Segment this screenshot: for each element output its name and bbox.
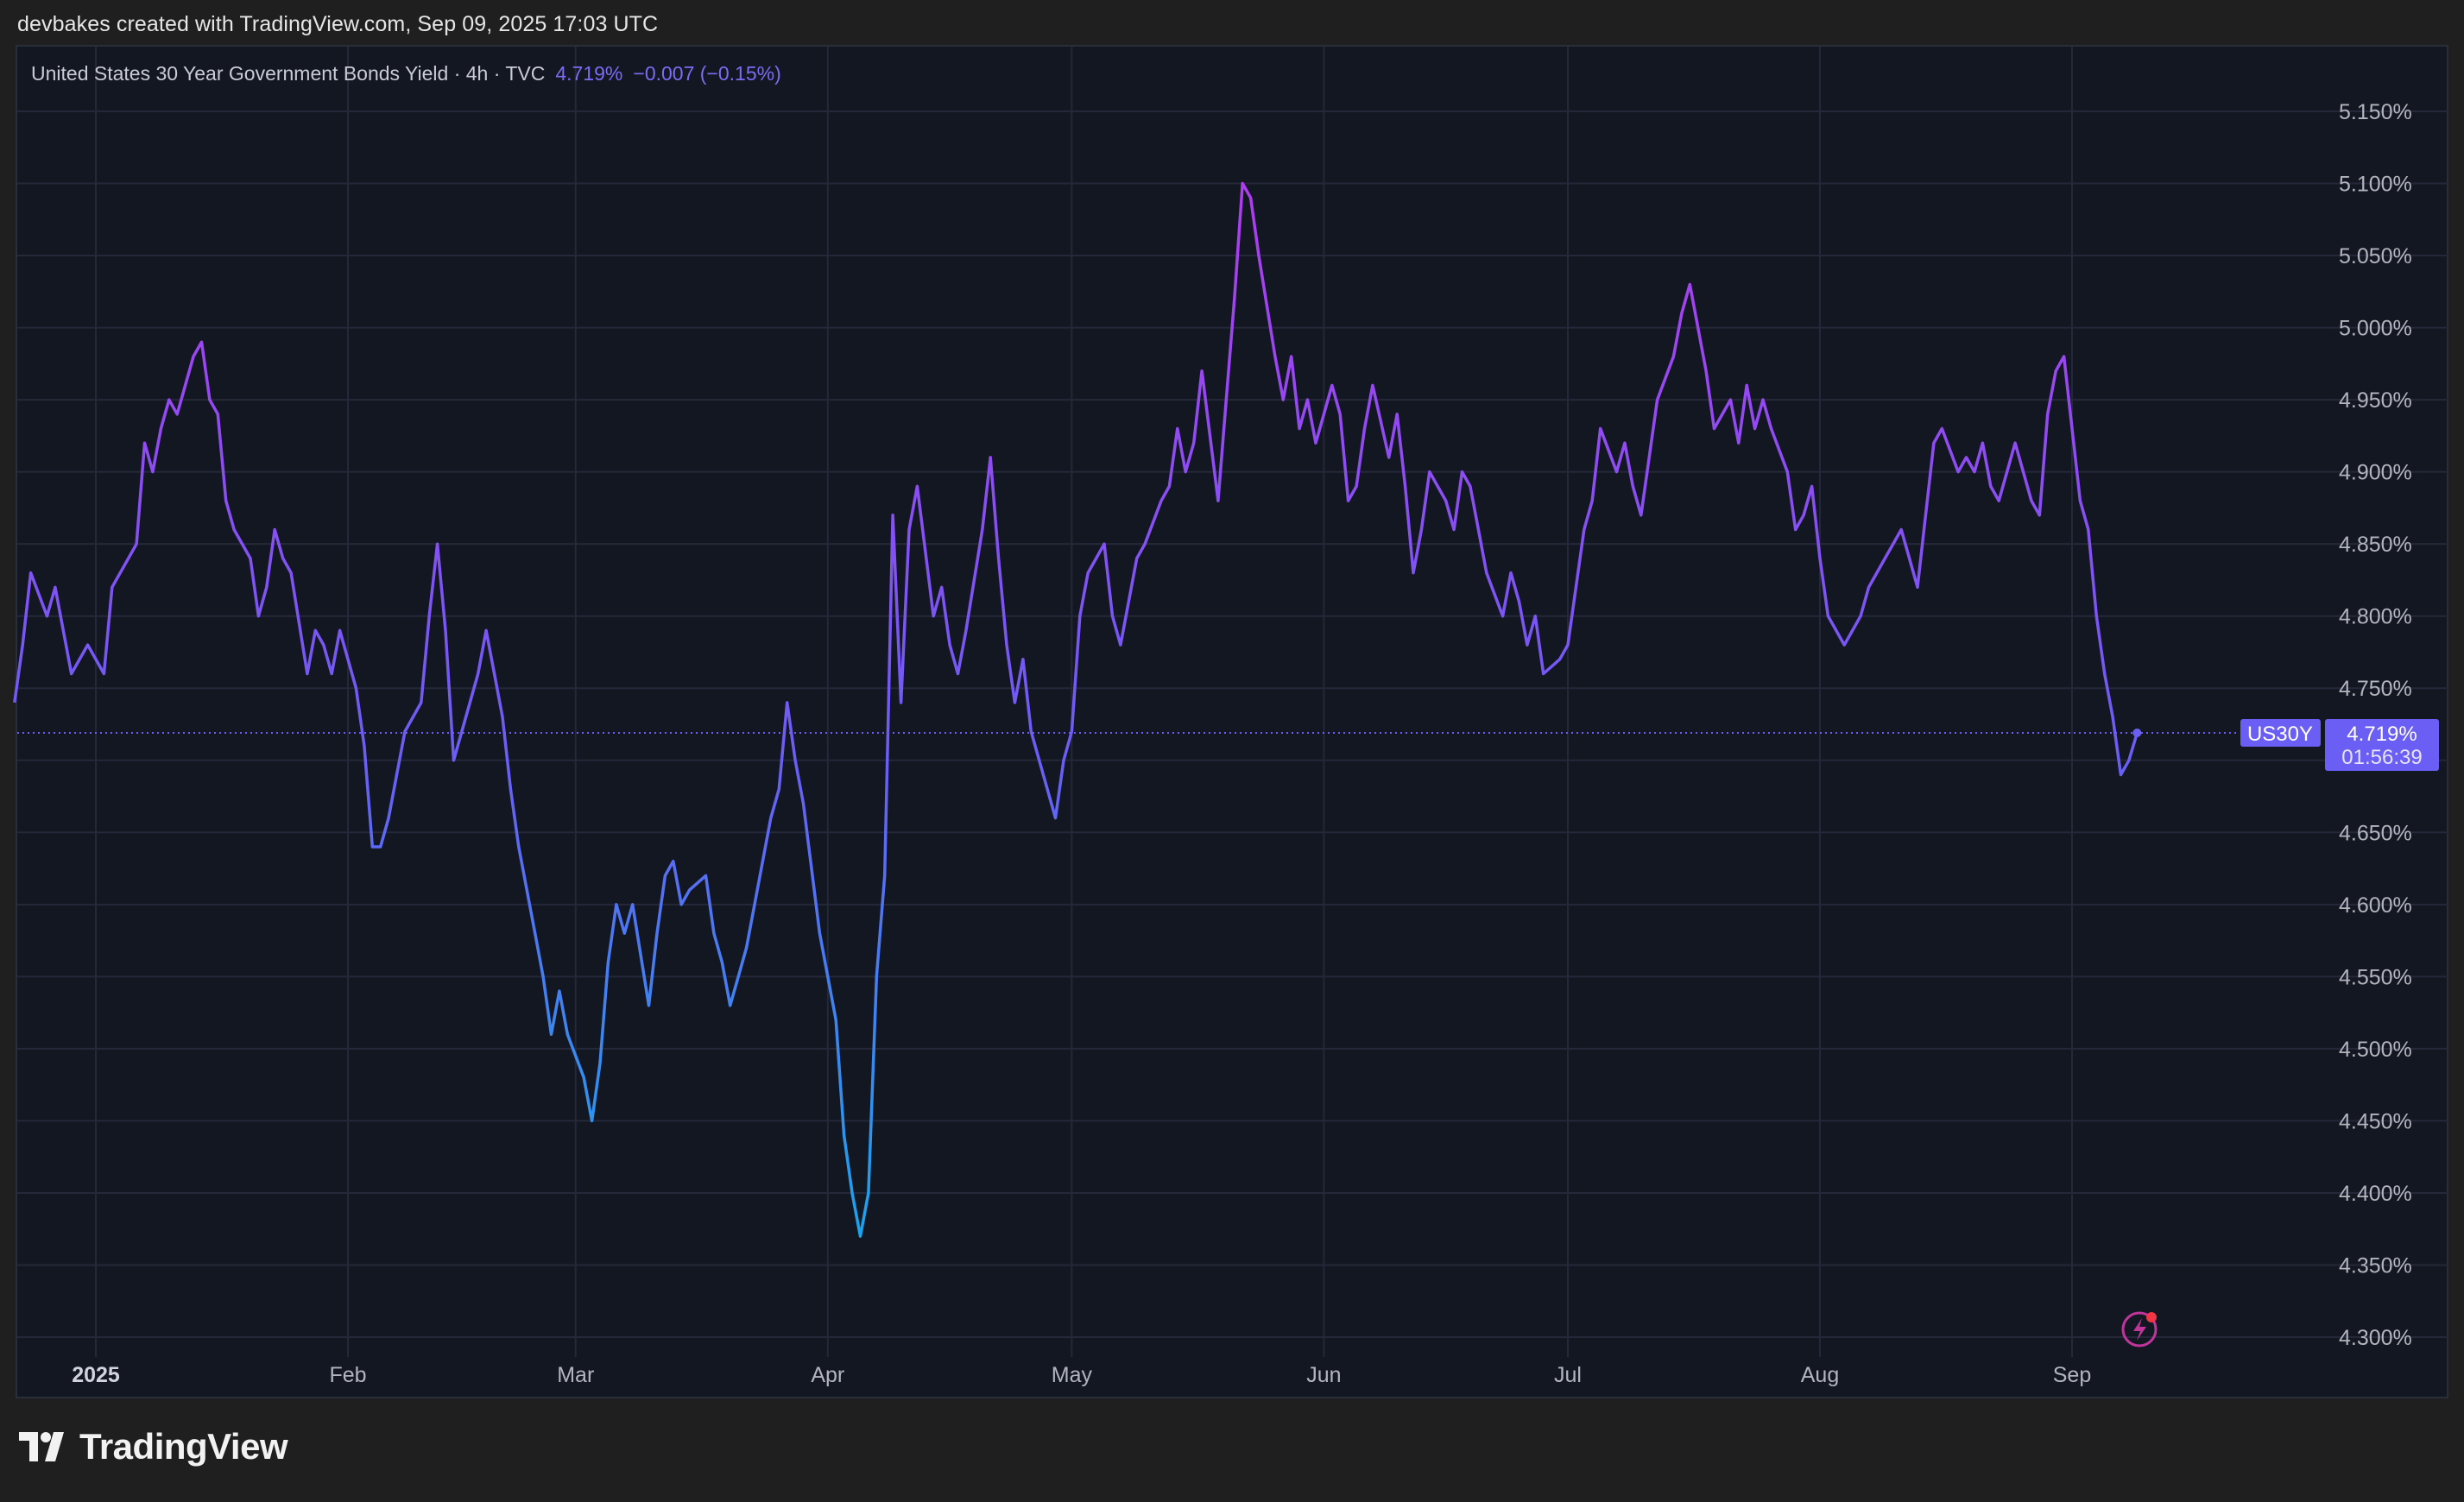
symbol-tag-label: US30Y [2247, 723, 2313, 746]
y-tick-label: 4.350% [2339, 1253, 2412, 1278]
legend-value: 4.719% [555, 62, 623, 85]
y-tick-label: 4.650% [2339, 821, 2412, 845]
legend-change: −0.007 (−0.15%) [633, 62, 781, 85]
y-tick-label: 4.800% [2339, 605, 2412, 629]
y-tick-label: 4.400% [2339, 1182, 2412, 1206]
x-tick-label: Apr [811, 1363, 844, 1387]
x-tick-label: Jun [1306, 1363, 1341, 1387]
symbol-legend[interactable]: United States 30 Year Government Bonds Y… [31, 62, 781, 85]
y-tick-label: 5.100% [2339, 173, 2412, 197]
y-tick-label: 4.850% [2339, 533, 2412, 557]
x-tick-label: May [1052, 1363, 1093, 1387]
price-tag-countdown: 01:56:39 [2341, 746, 2422, 769]
y-tick-label: 4.600% [2339, 893, 2412, 918]
tradingview-logo-icon [19, 1432, 64, 1461]
x-tick-label: Sep [2053, 1363, 2091, 1387]
lightning-alert-icon[interactable] [2121, 1311, 2158, 1347]
tradingview-logo[interactable]: TradingView [19, 1426, 288, 1467]
attribution-text: devbakes created with TradingView.com, S… [17, 12, 659, 36]
chart-panel[interactable] [16, 45, 2448, 1398]
last-point-marker [2132, 729, 2142, 738]
y-tick-label: 5.150% [2339, 100, 2412, 124]
y-tick-label: 5.000% [2339, 317, 2412, 341]
y-tick-label: 4.500% [2339, 1038, 2412, 1062]
y-tick-label: 4.900% [2339, 461, 2412, 485]
y-tick-label: 4.550% [2339, 965, 2412, 989]
y-tick-label: 4.950% [2339, 388, 2412, 413]
y-tick-label: 5.050% [2339, 244, 2412, 268]
x-tick-label: 2025 [72, 1363, 120, 1387]
legend-title: United States 30 Year Government Bonds Y… [31, 62, 546, 85]
x-tick-label: Aug [1801, 1363, 1839, 1387]
x-tick-label: Mar [557, 1363, 594, 1387]
symbol-tag[interactable] [2240, 719, 2321, 748]
brand-name: TradingView [79, 1426, 288, 1467]
x-tick-label: Jul [1554, 1363, 1582, 1387]
price-tag[interactable] [2325, 719, 2439, 772]
y-tick-label: 4.750% [2339, 677, 2412, 701]
y-tick-label: 4.450% [2339, 1109, 2412, 1133]
yield-series-line[interactable] [13, 181, 2139, 1238]
price-tag-value: 4.719% [2347, 723, 2417, 746]
y-tick-label: 4.300% [2339, 1326, 2412, 1350]
x-tick-label: Feb [329, 1363, 366, 1387]
